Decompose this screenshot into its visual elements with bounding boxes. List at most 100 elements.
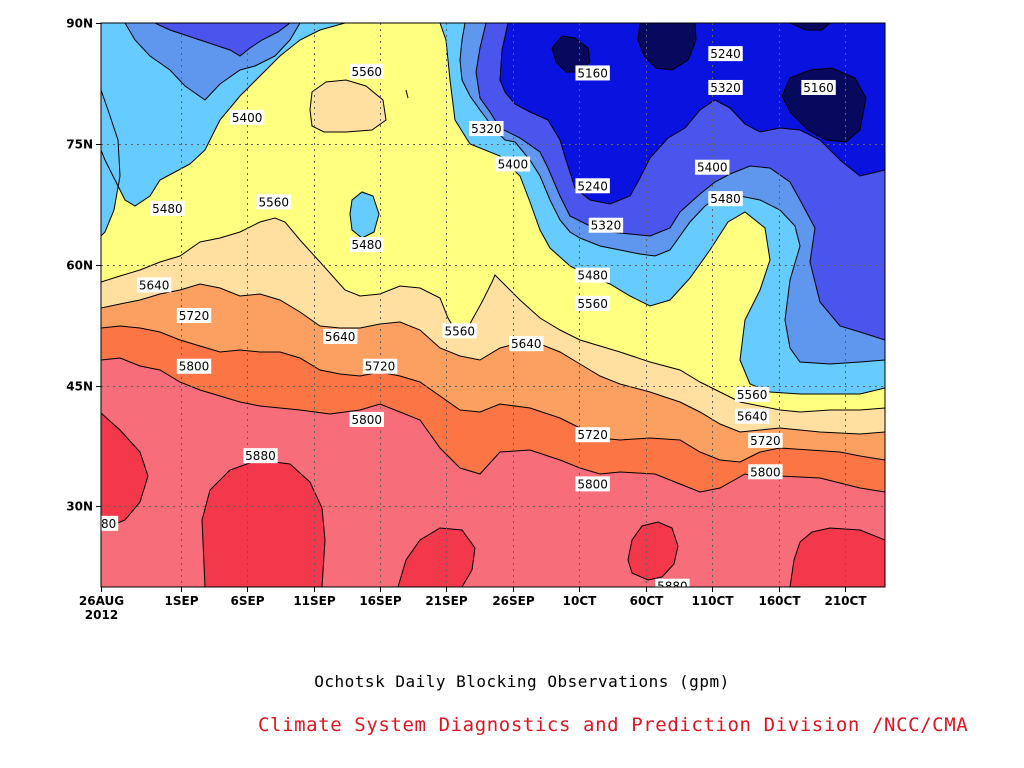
contour-label: 5240	[710, 47, 741, 61]
x-tick-label: 21SEP	[425, 594, 468, 608]
contour-label-box	[322, 328, 358, 344]
contour-label: 5240	[577, 179, 608, 193]
x-tick-label: 1SEP	[165, 594, 199, 608]
contour-label-box	[349, 411, 384, 427]
y-tick-label: 90N	[66, 17, 93, 31]
contour-label: 5800	[577, 477, 608, 491]
contour-line-5240	[499, 23, 885, 205]
y-tick-label: 30N	[66, 500, 93, 514]
contour-line-5880-a	[101, 412, 149, 531]
contour-label-box	[349, 237, 384, 253]
contour-label-box	[655, 578, 690, 587]
contour-line-5720	[101, 325, 885, 463]
contour-label-box	[101, 515, 119, 531]
contour-label-box	[575, 295, 610, 311]
contour-label: 5160	[577, 66, 608, 80]
contour-line-5560-island	[309, 79, 387, 133]
fill-above-5880	[101, 413, 885, 587]
x-tick-label: 11SEP	[293, 594, 336, 608]
contour-label-box	[748, 432, 783, 448]
contour-label: 5720	[365, 360, 396, 374]
contour-label: 5640	[139, 278, 170, 292]
contour-line-5800	[101, 357, 885, 493]
y-tick-label: 75N	[66, 138, 93, 152]
contour-label-box	[136, 277, 172, 293]
plot-frame	[100, 22, 886, 588]
contour-label-box	[575, 476, 610, 492]
contour-label-box	[469, 121, 504, 137]
contour-label: 5400	[232, 111, 263, 125]
contour-label: 5320	[471, 122, 502, 136]
fill-5640-island	[310, 80, 386, 132]
contour-label-box	[734, 386, 770, 402]
contour-label-box	[708, 46, 743, 62]
contour-label: 5800	[750, 465, 781, 479]
x-tick-label: 60CT	[630, 594, 665, 608]
fill-5480-island	[350, 192, 379, 238]
contour-line-5880-e	[789, 527, 885, 587]
contour-line-5480-edge	[101, 89, 121, 237]
contour-label: 5400	[498, 158, 529, 172]
contour-line-5480	[101, 23, 885, 395]
contour-label: 5720	[577, 428, 608, 442]
contour-label: 5480	[710, 192, 741, 206]
contour-label: 5560	[351, 65, 382, 79]
contour-label-box	[362, 358, 398, 374]
contour-label: 5560	[577, 297, 608, 311]
contour-label-box	[509, 336, 544, 352]
contour-label-box	[734, 408, 770, 424]
x-tick-label: 210CT	[824, 594, 867, 608]
contour-line-5880-d	[627, 521, 679, 581]
contour-label: 5560	[737, 388, 768, 402]
contour-label: 5880	[86, 517, 117, 531]
axis-ticks	[96, 23, 846, 592]
contour-label-box	[495, 156, 531, 172]
contour-line-small-tick	[405, 89, 409, 99]
x-tick-label: 26AUG	[79, 594, 124, 608]
plot-area: 5160 5160 5240 5240 5320 5320 5320 5400 5400 5400…	[86, 23, 885, 594]
contour-label: 5800	[179, 360, 210, 374]
contour-label: 5480	[351, 238, 382, 252]
x-tick-label: 26SEP	[492, 594, 535, 608]
contour-label-box	[588, 217, 624, 233]
contour-line-5160-c	[781, 67, 867, 143]
contour-labels: 5160 5160 5240 5240 5320 5320 5320 5400 5400 5400…	[86, 46, 836, 594]
contour-label-box	[801, 79, 836, 95]
x-tick-label: 110CT	[691, 594, 734, 608]
x-tick-label: 160CT	[758, 594, 801, 608]
contour-label-box	[229, 109, 265, 125]
contour-label: 5560	[258, 195, 289, 209]
contour-label: 5720	[750, 434, 781, 448]
contour-label-box	[575, 267, 610, 283]
chart-title: Ochotsk Daily Blocking Observations (gpm…	[314, 672, 730, 691]
contour-label-box	[243, 448, 278, 464]
contour-label: 5720	[179, 309, 210, 323]
contour-line-5160-b	[637, 23, 697, 71]
contour-line-5880-c	[397, 527, 476, 587]
contour-line-5640	[101, 283, 885, 435]
contour-label: 5320	[710, 81, 741, 95]
contour-label-box	[748, 464, 783, 480]
contour-label-box	[349, 63, 384, 79]
contour-label-box	[708, 79, 743, 95]
contour-label-box	[176, 307, 212, 323]
contour-label: 5640	[325, 330, 356, 344]
x-tick-label: 10CT	[563, 594, 598, 608]
contour-label-box	[256, 194, 291, 210]
axis-tick-labels: 26AUG 1SEP 6SEP 11SEP 16SEP 21SEP 26SEP 10CT 60C…	[66, 17, 867, 623]
contour-label: 5640	[737, 410, 768, 424]
contour-label-box	[695, 159, 730, 175]
contour-label-box	[176, 358, 212, 374]
x-tick-label: 6SEP	[231, 594, 265, 608]
contour-label: 5560	[445, 324, 476, 338]
contour-label-box	[708, 191, 743, 207]
contour-label-box	[150, 200, 185, 216]
contour-label: 5640	[511, 337, 542, 351]
contour-label: 5800	[351, 413, 382, 427]
contour-label: 5480	[577, 269, 608, 283]
contour-label: 5400	[697, 161, 728, 175]
contour-line-5160-a	[551, 35, 591, 73]
fill-5480-edge-strip	[101, 90, 120, 236]
contour-label: 5880	[657, 580, 688, 594]
